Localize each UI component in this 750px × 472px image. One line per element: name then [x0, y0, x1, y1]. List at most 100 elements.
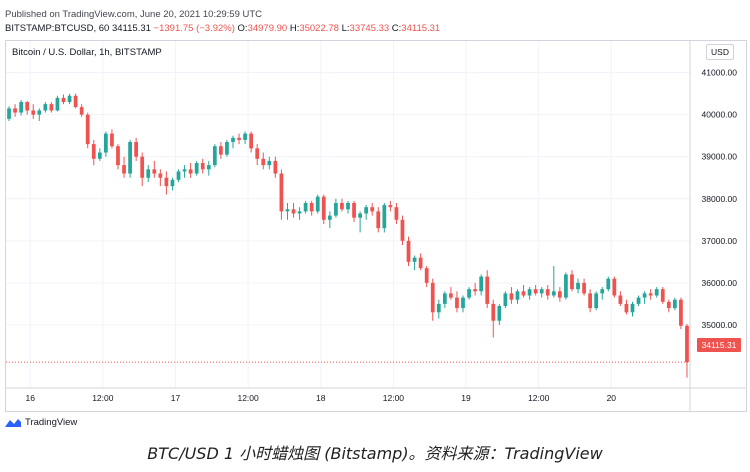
candle-body [473, 289, 477, 292]
candle-body [424, 268, 429, 283]
candle-body [394, 207, 399, 220]
chart-legend: Bitcoin / U.S. Dollar, 1h, BITSTAMP [12, 47, 162, 58]
x-tick-label: 16 [25, 393, 35, 403]
close-label: C: [391, 23, 402, 34]
candle-body [467, 289, 471, 298]
candle-body [485, 276, 490, 304]
candle-body [43, 104, 48, 111]
candle-body [170, 179, 175, 187]
last-price-tag: 34115.31 [697, 338, 741, 352]
candle-body [315, 196, 320, 212]
open-label: O: [237, 23, 248, 34]
y-tick-label: 41000.00 [702, 68, 738, 78]
candle-body [648, 293, 653, 296]
candle-body [491, 303, 496, 321]
candle-body [406, 240, 411, 262]
candle-body [273, 160, 278, 174]
candle-body [479, 276, 484, 292]
price-change: −1391.75 (−3.92%) [153, 23, 235, 34]
candle-body [654, 289, 659, 296]
candle-body [642, 293, 647, 298]
y-tick-label: 38000.00 [702, 194, 738, 204]
candle-body [73, 95, 78, 108]
candle-body [303, 202, 308, 212]
candle-body [182, 169, 187, 172]
candle-body [219, 146, 223, 155]
candle-body [545, 289, 550, 296]
candle-body [570, 274, 574, 290]
candle-body [358, 213, 362, 218]
candle-body [267, 160, 272, 166]
candle-body [176, 171, 181, 180]
candle-body [194, 163, 199, 174]
candle-body [55, 97, 60, 111]
candle-body [630, 303, 635, 313]
candlestick-chart[interactable]: 41000.00 40000.00 39000.00 38000.00 37000.00… [0, 0, 750, 415]
low-value: 33745.33 [349, 23, 390, 34]
candle-body [527, 289, 532, 296]
candle-body [557, 291, 562, 298]
candle-body [533, 289, 538, 294]
candle-body [79, 107, 84, 115]
candle-body [382, 205, 387, 229]
high-value: 35022.78 [299, 23, 339, 34]
candle-body [19, 102, 24, 113]
candle-body [243, 133, 247, 140]
candle-body [61, 97, 66, 103]
x-tick-label: 12:00 [92, 393, 114, 403]
candle-body [140, 156, 145, 178]
x-tick-label: 19 [461, 393, 471, 403]
y-tick-label: 40000.00 [702, 110, 738, 120]
candle-body [285, 209, 290, 212]
logo-text: TradingView [25, 417, 78, 428]
candle-body [660, 289, 665, 302]
candle-body [200, 163, 205, 170]
low-label: L: [341, 23, 350, 34]
candle-body [327, 215, 332, 220]
candle-body [158, 173, 163, 178]
candle-body [37, 110, 42, 115]
candle-body [618, 295, 623, 304]
candle-body [122, 165, 126, 174]
currency-label[interactable]: USD [706, 44, 734, 60]
chart-frame [5, 40, 747, 412]
last-price: 34115.31 [111, 23, 151, 34]
candle-body [152, 169, 157, 174]
candle-body [291, 209, 296, 214]
candle-body [7, 108, 11, 119]
candle-body [237, 137, 241, 140]
x-tick-label: 12:00 [237, 393, 259, 403]
candle-body [461, 297, 465, 309]
candle-body [666, 301, 671, 309]
candle-body [685, 325, 689, 363]
candle-body [364, 207, 369, 214]
candle-body [309, 202, 314, 212]
x-tick-label: 17 [171, 393, 181, 403]
y-tick-label: 36000.00 [702, 278, 738, 288]
candle-body [418, 257, 423, 269]
candle-body [370, 207, 375, 212]
candle-body [164, 177, 169, 187]
candle-body [249, 133, 254, 149]
candle-body [231, 137, 235, 142]
candle-body [436, 303, 441, 313]
candle-body [97, 152, 102, 159]
x-tick-label: 18 [316, 393, 326, 403]
candle-body [679, 299, 683, 326]
candle-body [13, 108, 17, 113]
high-label: H: [289, 23, 300, 34]
candle-body [430, 282, 435, 313]
candle-body [503, 293, 508, 306]
candle-body [497, 306, 502, 321]
candle-body [600, 289, 605, 294]
candle-body [515, 291, 520, 300]
figure-caption: BTC/USD 1 小时蜡烛图 (Bitstamp)。资料来源：TradingV… [147, 444, 603, 463]
candle-body [279, 173, 284, 212]
y-tick-label: 39000.00 [702, 152, 738, 162]
candle-body [582, 282, 586, 294]
published-info: Published on TradingView.com, June 20, 2… [5, 9, 263, 20]
candle-body [91, 144, 96, 159]
candle-body [31, 110, 36, 115]
candle-body [672, 299, 677, 309]
candle-body [539, 289, 544, 294]
